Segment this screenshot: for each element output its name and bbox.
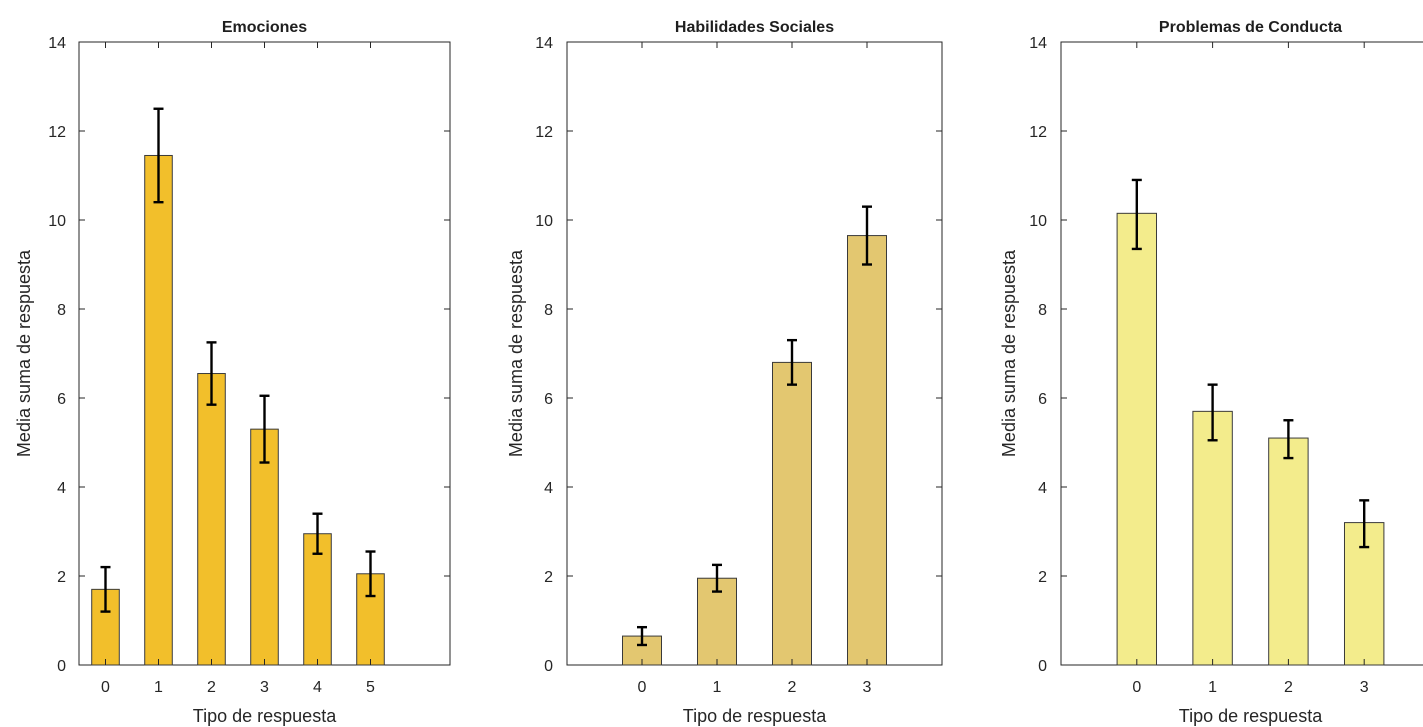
x-tick-label: 4 [313,679,322,696]
y-tick-label: 10 [48,213,66,230]
x-axis-label: Tipo de respuesta [683,706,827,726]
x-tick-label: 1 [1208,679,1217,696]
y-tick-label: 4 [544,480,553,497]
y-axis-label: Media suma de respuesta [999,249,1019,457]
y-tick-label: 8 [1038,302,1047,319]
x-axis-label: Tipo de respuesta [193,706,337,726]
y-tick-label: 6 [1038,391,1047,408]
y-tick-label: 0 [57,658,66,675]
x-tick-label: 2 [1284,679,1293,696]
x-tick-label: 3 [1360,679,1369,696]
chart-title: Emociones [222,19,307,36]
bar-3 [847,235,887,666]
x-tick-label: 1 [154,679,163,696]
x-axis-label: Tipo de respuesta [1179,706,1323,726]
x-tick-label: 0 [1132,679,1141,696]
y-tick-label: 14 [1029,35,1047,52]
x-tick-label: 3 [260,679,269,696]
y-tick-label: 14 [48,35,66,52]
y-tick-label: 0 [1038,658,1047,675]
y-tick-label: 6 [57,391,66,408]
x-tick-label: 1 [713,679,722,696]
y-tick-label: 8 [57,302,66,319]
x-tick-label: 3 [863,679,872,696]
y-tick-label: 6 [544,391,553,408]
chart-title: Problemas de Conducta [1159,19,1342,36]
y-tick-label: 10 [1029,213,1047,230]
x-tick-label: 0 [638,679,647,696]
y-tick-label: 12 [1029,124,1047,141]
plot-frame [1060,41,1423,666]
y-tick-label: 14 [535,35,553,52]
bar-1 [1192,410,1233,666]
y-tick-label: 0 [544,658,553,675]
bar-2 [1268,437,1309,666]
y-tick-label: 8 [544,302,553,319]
y-axis-label: Media suma de respuesta [14,249,34,457]
x-tick-label: 0 [101,679,110,696]
y-tick-label: 2 [1038,569,1047,586]
bar-2 [197,373,226,666]
plot-frame [566,41,943,666]
y-tick-label: 4 [1038,480,1047,497]
y-tick-label: 2 [544,569,553,586]
x-tick-label: 2 [788,679,797,696]
x-tick-label: 2 [207,679,216,696]
y-tick-label: 10 [535,213,553,230]
x-tick-label: 5 [366,679,375,696]
y-tick-label: 2 [57,569,66,586]
y-tick-label: 12 [535,124,553,141]
bar-2 [772,361,812,666]
y-tick-label: 4 [57,480,66,497]
bar-0 [1116,212,1158,666]
chart-title: Habilidades Sociales [675,19,834,36]
y-tick-label: 12 [48,124,66,141]
bar-3 [250,428,279,666]
y-axis-label: Media suma de respuesta [506,249,526,457]
bar-1 [144,154,173,666]
